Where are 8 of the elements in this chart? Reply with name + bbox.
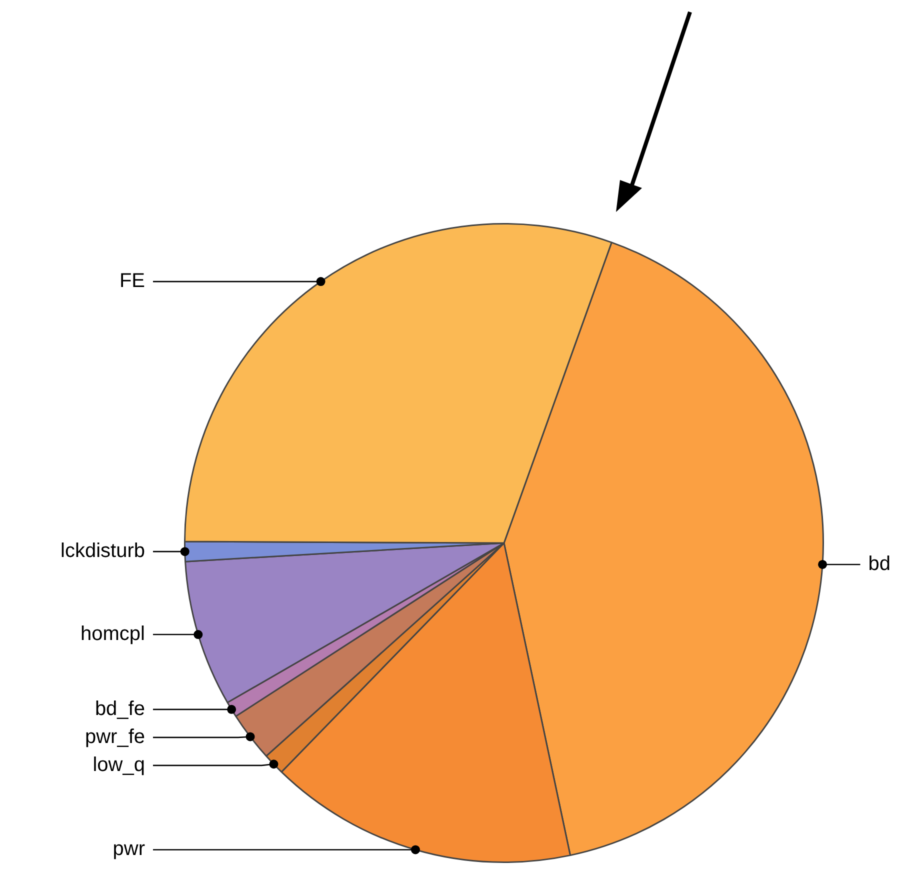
slice-label: pwr: [112, 838, 146, 860]
slice-label: low_q: [92, 754, 145, 776]
slice-label: pwr_fe: [84, 726, 145, 748]
slice-label: bd: [868, 553, 890, 576]
slice-label: lckdisturb: [60, 540, 145, 562]
slice-label: FE: [119, 270, 145, 292]
slice-label: homcpl: [80, 623, 145, 646]
slice-label: bd_fe: [94, 698, 145, 720]
